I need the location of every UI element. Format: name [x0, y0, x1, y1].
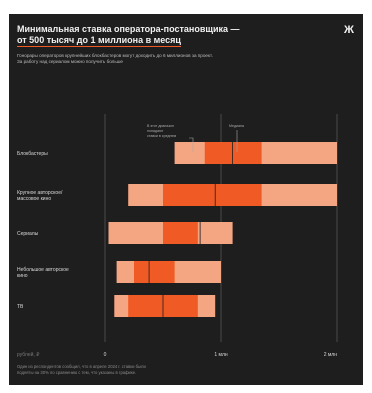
x-tick-label: 2 млн	[324, 352, 338, 358]
category-label: ТВ	[17, 304, 24, 310]
subtitle-line-1: Гонорары операторов крупнейших блокбасте…	[17, 53, 213, 58]
annotation-layer: В этот диапазон попадают ставки в средне…	[147, 124, 244, 152]
category-label: Сериалы	[17, 231, 39, 237]
title-line-1: Минимальная ставка оператора-постановщик…	[17, 24, 240, 34]
footnote-line-1: Один из респондентов сообщил, что в апре…	[17, 364, 146, 369]
range-annotation-line-3: ставки в среднем	[147, 134, 177, 138]
median-annotation: Медиана	[229, 124, 244, 128]
title-line-2: от 500 тысяч до 1 миллиона в месяц	[17, 35, 181, 47]
range-annotation-line-1: В этот диапазон	[147, 124, 174, 128]
chart-card: Минимальная ставка оператора-постановщик…	[9, 14, 363, 385]
category-label: Блокбастеры	[17, 151, 48, 157]
range-chart: Блокбастеры Крупное авторское/массовое ки…	[17, 114, 338, 358]
category-label: массовое кино	[17, 196, 51, 202]
range-bar-core	[134, 261, 175, 283]
bars-layer	[108, 142, 337, 317]
range-bar-core	[163, 184, 262, 206]
range-annotation-line-2: попадают	[147, 129, 164, 133]
x-axis-unit-label: рублей, ₽	[17, 351, 40, 358]
footnote-line-2: подняты на 30% по сравнению с тем, что у…	[17, 369, 137, 375]
chart-subtitle: Гонорары операторов крупнейших блокбасте…	[17, 53, 347, 65]
category-labels-layer: Блокбастеры Крупное авторское/массовое ки…	[17, 151, 69, 310]
range-annotation-pointer	[189, 137, 194, 152]
category-label: кино	[17, 273, 28, 279]
chart-title: Минимальная ставка оператора-постановщик…	[17, 24, 327, 47]
category-label: Небольшое авторское	[17, 267, 69, 273]
logo: Ж	[344, 24, 354, 36]
axis-layer: рублей, ₽ 0 1 млн 2 млн	[17, 351, 337, 358]
category-label: Крупное авторское/	[17, 190, 63, 196]
range-bar-core	[163, 222, 198, 244]
range-bar-core	[204, 142, 262, 164]
subtitle-line-2: За работу над сериалом можно получить бо…	[17, 59, 123, 64]
footnote: Один из респондентов сообщил, что в апре…	[17, 364, 267, 375]
x-tick-label: 0	[104, 352, 107, 358]
x-tick-label: 1 млн	[214, 352, 228, 358]
